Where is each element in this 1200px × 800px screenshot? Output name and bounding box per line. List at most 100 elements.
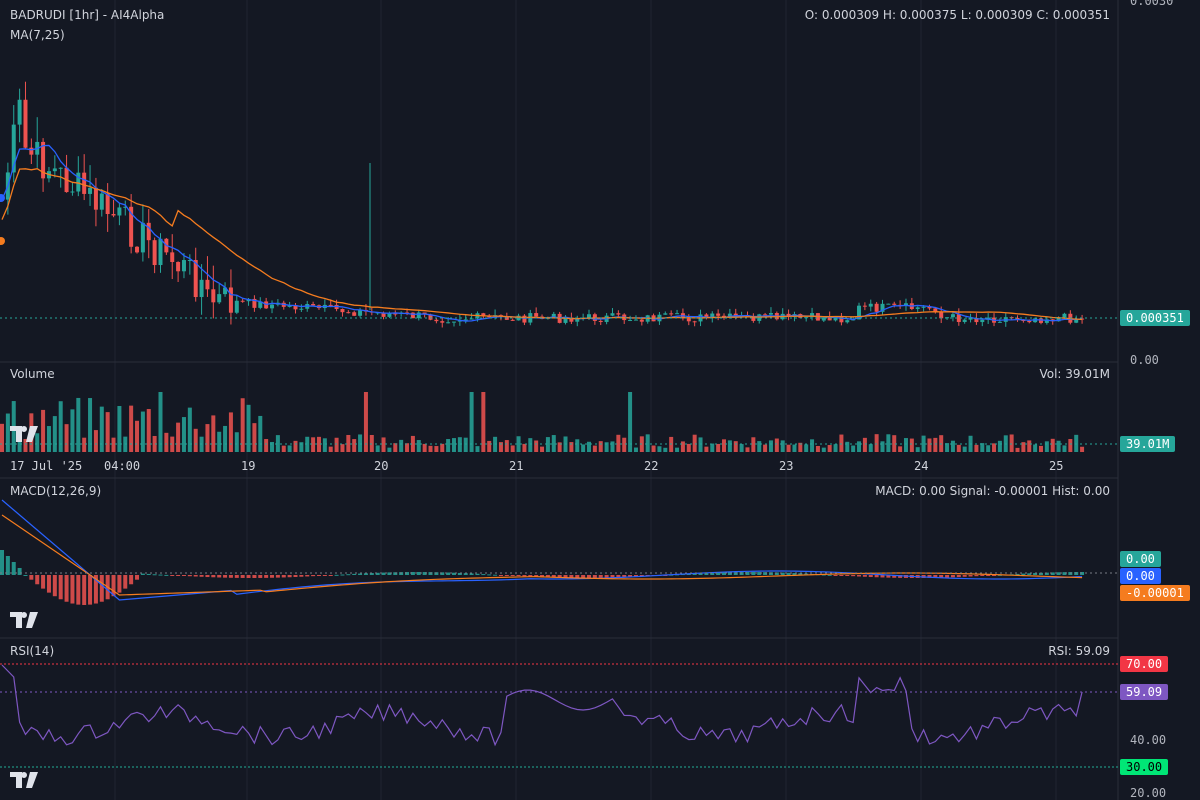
- candle-body: [522, 315, 527, 323]
- ma-legend: MA(7,25): [10, 28, 65, 42]
- volume-bar: [962, 446, 967, 452]
- candle-body: [358, 309, 363, 316]
- volume-bar: [733, 441, 738, 452]
- candle-body: [41, 141, 46, 179]
- volume-bar: [780, 440, 785, 452]
- volume-bar: [551, 435, 556, 452]
- macd-hist-bar: [451, 572, 456, 575]
- macd-hist-bar: [340, 574, 345, 576]
- macd-hist-bar: [1044, 572, 1049, 575]
- macd-hist-bar: [962, 575, 967, 577]
- macd-hist-bar: [821, 574, 826, 576]
- volume-bar: [945, 443, 950, 452]
- macd-hist-bar: [463, 573, 468, 575]
- macd-hist-bar: [874, 575, 879, 578]
- macd-hist-bar: [510, 575, 515, 576]
- candle-body: [193, 260, 198, 298]
- macd-hist-bar: [305, 575, 310, 577]
- volume-bar: [240, 398, 245, 452]
- macd-hist-bar: [481, 574, 486, 576]
- rsi-oversold-tag: 30.00: [1120, 759, 1169, 775]
- macd-hist-bar: [281, 575, 286, 578]
- volume-bar: [598, 441, 603, 452]
- volume-bar: [258, 415, 263, 452]
- macd-hist-bar: [575, 575, 580, 578]
- volume-bar: [46, 426, 51, 452]
- volume-bar: [111, 437, 116, 452]
- volume-bar: [281, 445, 286, 452]
- macd-hist-bar: [381, 572, 386, 575]
- volume-bar: [405, 443, 410, 452]
- candle-body: [146, 222, 151, 241]
- macd-hist-bar: [469, 573, 474, 575]
- rsi-line: [1, 664, 1083, 747]
- volume-bar: [569, 442, 574, 452]
- volume-bar: [158, 392, 163, 452]
- candle-body: [416, 312, 421, 319]
- volume-bar: [628, 392, 633, 452]
- volume-bar: [704, 446, 709, 452]
- macd-hist-bar: [927, 575, 932, 578]
- macd-hist-bar: [275, 575, 280, 578]
- macd-hist-bar: [228, 575, 233, 578]
- volume-bar: [363, 392, 368, 452]
- macd-hist-bar: [534, 575, 539, 577]
- candle-body: [70, 191, 75, 193]
- macd-hist-bar: [704, 572, 709, 575]
- volume-bar: [481, 392, 486, 452]
- volume-bar: [604, 442, 609, 452]
- chart-title: BADRUDI [1hr] - AI4Alpha: [10, 8, 165, 22]
- tradingview-logo-icon: [10, 426, 38, 442]
- candle-body: [1021, 320, 1026, 322]
- macd-hist-bar: [88, 575, 93, 605]
- volume-readout: Vol: 39.01M: [1039, 367, 1110, 381]
- macd-hist-bar: [299, 575, 304, 577]
- candle-body: [176, 262, 181, 272]
- candle-body: [575, 318, 580, 322]
- volume-bar: [41, 409, 46, 452]
- candle-body: [821, 317, 826, 321]
- macd-line: [1, 499, 1083, 601]
- volume-bar: [845, 441, 850, 452]
- macd-hist-bar: [498, 575, 503, 576]
- candle-body: [945, 317, 950, 319]
- candle-body: [704, 314, 709, 318]
- macd-hist-bar: [29, 575, 34, 580]
- macd-hist-bar: [111, 575, 116, 597]
- volume-bar: [1062, 445, 1067, 452]
- macd-hist-bar: [1068, 572, 1073, 575]
- ma25-marker: [0, 237, 5, 245]
- macd-hist-bar: [710, 572, 715, 575]
- volume-bar: [270, 441, 275, 452]
- candle-body: [93, 187, 98, 210]
- volume-bar: [5, 413, 10, 452]
- macd-label: MACD(12,26,9): [10, 484, 102, 498]
- volume-bar: [211, 415, 216, 452]
- volume-bar: [516, 436, 521, 452]
- candle-body: [340, 309, 345, 313]
- volume-bar: [768, 440, 773, 452]
- macd-hist-bar: [346, 574, 351, 576]
- macd-hist-bar: [557, 575, 562, 578]
- candle-body: [974, 317, 979, 323]
- volume-bar: [140, 411, 145, 452]
- volume-bar: [522, 443, 527, 452]
- volume-bar: [645, 434, 650, 452]
- volume-bar: [334, 437, 339, 452]
- macd-hist-bar: [82, 575, 87, 605]
- price-axis-top-label: 0.0030: [1130, 0, 1174, 8]
- volume-bar: [181, 417, 186, 452]
- candle-body: [299, 308, 304, 310]
- candle-body: [616, 313, 621, 315]
- volume-bar: [692, 434, 697, 452]
- candle-body: [1044, 319, 1049, 323]
- volume-bar: [587, 441, 591, 452]
- macd-hist-bar: [851, 575, 856, 577]
- macd-hist-bar: [270, 575, 275, 578]
- candle-body: [311, 304, 316, 306]
- volume-bar: [774, 438, 779, 452]
- volume-bar: [815, 446, 820, 452]
- volume-bar: [305, 436, 310, 452]
- macd-hist-bar: [322, 575, 327, 576]
